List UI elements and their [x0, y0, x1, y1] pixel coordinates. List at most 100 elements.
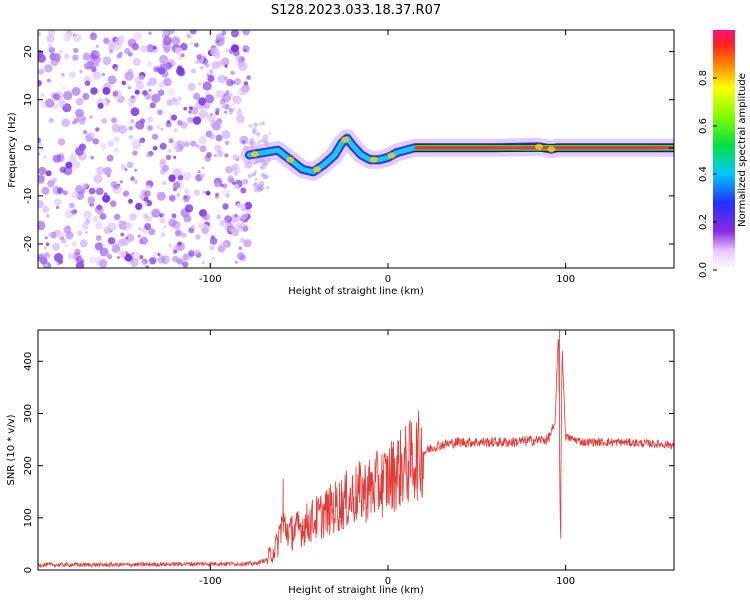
- noise-blob: [231, 181, 236, 185]
- noise-blob: [235, 223, 243, 230]
- noise-blob: [102, 194, 111, 203]
- noise-blob: [207, 113, 216, 123]
- noise-blob: [47, 232, 53, 238]
- noise-blob: [58, 99, 67, 108]
- noise-blob: [159, 142, 167, 150]
- track-peak: [369, 156, 378, 163]
- noise-blob: [234, 78, 242, 86]
- noise-blob: [215, 134, 223, 142]
- noise-blob: [40, 92, 45, 98]
- noise-blob: [65, 231, 74, 240]
- noise-blob: [75, 261, 85, 268]
- noise-blob: [128, 198, 133, 204]
- noise-blob: [194, 60, 199, 64]
- noise-blob: [216, 60, 224, 68]
- noise-blob: [132, 139, 142, 150]
- noise-blob: [121, 80, 127, 86]
- noise-blob: [223, 103, 230, 110]
- noise-blob: [91, 66, 97, 73]
- noise-blob: [219, 219, 228, 227]
- noise-blob: [101, 118, 107, 124]
- noise-blob: [260, 165, 263, 169]
- noise-blob: [44, 263, 48, 267]
- noise-blob: [232, 95, 242, 105]
- noise-blob: [120, 232, 125, 237]
- noise-blob: [201, 166, 205, 170]
- noise-blob: [208, 133, 216, 140]
- noise-blob: [172, 97, 177, 102]
- noise-blob: [124, 253, 133, 262]
- noise-blob: [230, 80, 236, 85]
- noise-blob: [157, 89, 165, 96]
- noise-blob: [95, 221, 103, 230]
- noise-blob: [92, 138, 100, 145]
- noise-blob: [198, 97, 207, 106]
- noise-blob: [73, 47, 79, 54]
- noise-blob: [183, 141, 190, 148]
- noise-blob: [47, 30, 56, 37]
- noise-blob: [255, 131, 261, 137]
- track-peak: [312, 166, 321, 173]
- noise-blob: [118, 250, 127, 259]
- noise-blob: [75, 255, 83, 264]
- noise-blob: [102, 56, 112, 65]
- noise-blob: [155, 124, 161, 129]
- noise-blob: [242, 178, 249, 185]
- noise-blob: [207, 74, 215, 83]
- noise-blob: [125, 222, 133, 229]
- noise-blob: [127, 86, 132, 90]
- noise-blob: [189, 106, 193, 111]
- noise-blob: [39, 147, 45, 153]
- noise-blob: [253, 122, 259, 128]
- noise-blob: [175, 230, 181, 236]
- noise-blob: [171, 142, 179, 150]
- noise-blob: [162, 181, 167, 185]
- track-peak: [286, 156, 295, 163]
- noise-blob: [55, 205, 60, 210]
- noise-blob: [50, 92, 58, 99]
- noise-blob: [140, 45, 148, 53]
- spectrogram-y-axis-label: Frequency (Hz): [7, 112, 18, 188]
- noise-blob: [194, 42, 199, 48]
- noise-blob: [112, 184, 122, 194]
- noise-blob: [234, 260, 238, 264]
- noise-blob: [114, 67, 119, 72]
- noise-blob: [231, 163, 239, 171]
- noise-blob: [130, 119, 135, 124]
- noise-blob: [215, 89, 224, 99]
- noise-blob: [261, 173, 268, 179]
- noise-blob: [146, 44, 155, 53]
- noise-blob: [228, 107, 234, 113]
- noise-blob: [160, 158, 166, 165]
- y-tick-label: 0: [23, 567, 34, 573]
- noise-blob: [176, 258, 184, 265]
- noise-blob: [239, 135, 249, 145]
- noise-blob: [242, 30, 250, 36]
- noise-blob: [195, 144, 200, 149]
- noise-blob: [72, 54, 79, 61]
- noise-blob: [258, 139, 261, 142]
- noise-blob: [187, 82, 196, 91]
- noise-blob: [75, 184, 85, 194]
- noise-blob: [233, 183, 240, 190]
- noise-blob: [214, 144, 222, 153]
- noise-blob: [41, 186, 50, 195]
- noise-blob: [173, 249, 178, 254]
- x-tick-label: -100: [199, 576, 222, 587]
- noise-blob: [159, 217, 166, 224]
- track-peak: [341, 136, 350, 143]
- noise-blob: [149, 257, 157, 265]
- noise-blob: [266, 186, 270, 190]
- noise-blob: [119, 180, 123, 184]
- colorbar-tick-label: 0.4: [698, 166, 709, 182]
- y-tick-label: 100: [23, 508, 34, 527]
- noise-blob: [152, 45, 157, 50]
- noise-blob: [216, 214, 222, 220]
- noise-blob: [239, 254, 247, 262]
- noise-blob: [238, 61, 248, 72]
- noise-blob: [92, 215, 99, 222]
- noise-blob: [69, 71, 76, 78]
- noise-blob: [99, 213, 107, 220]
- noise-blob: [262, 187, 265, 190]
